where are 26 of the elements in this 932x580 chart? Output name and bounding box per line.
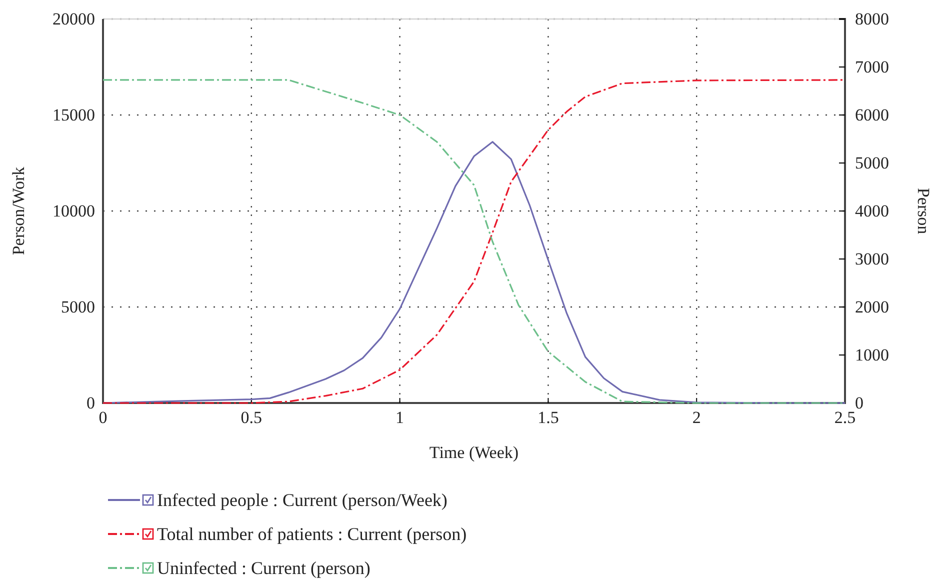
y-tick-label: 5000 bbox=[61, 297, 95, 316]
y2-tick-label: 6000 bbox=[855, 105, 889, 124]
legend-label: Total number of patients : Current (person) bbox=[157, 524, 467, 544]
y2-tick-label: 4000 bbox=[855, 201, 889, 220]
y-tick-label: 0 bbox=[86, 393, 95, 412]
legend-label: Uninfected : Current (person) bbox=[157, 558, 370, 578]
x-tick-label: 0.5 bbox=[240, 408, 262, 428]
x-tick-label: 2.5 bbox=[834, 408, 856, 428]
y-tick-label: 15000 bbox=[52, 105, 95, 124]
x-tick-label: 1.5 bbox=[538, 408, 559, 428]
y2-tick-label: 3000 bbox=[855, 249, 889, 268]
y2-tick-label: 8000 bbox=[855, 9, 889, 28]
x-axis-title: Time (Week) bbox=[429, 443, 519, 462]
y2-tick-label: 5000 bbox=[855, 153, 889, 172]
y2-tick-label: 2000 bbox=[855, 297, 889, 316]
y2-tick-label: 1000 bbox=[855, 345, 889, 364]
x-tick-label: 2 bbox=[692, 408, 701, 428]
legend-label: Infected people : Current (person/Week) bbox=[157, 490, 448, 510]
x-tick-label: 0 bbox=[98, 408, 108, 428]
y2-tick-label: 7000 bbox=[855, 57, 889, 76]
y2-tick-label: 0 bbox=[855, 393, 864, 412]
y2-axis-title: Person bbox=[914, 188, 932, 235]
x-tick-label: 1 bbox=[396, 408, 404, 428]
y-axis-title: Person/Work bbox=[9, 166, 28, 256]
y-tick-label: 20000 bbox=[52, 9, 95, 28]
y-tick-label: 10000 bbox=[52, 201, 95, 220]
